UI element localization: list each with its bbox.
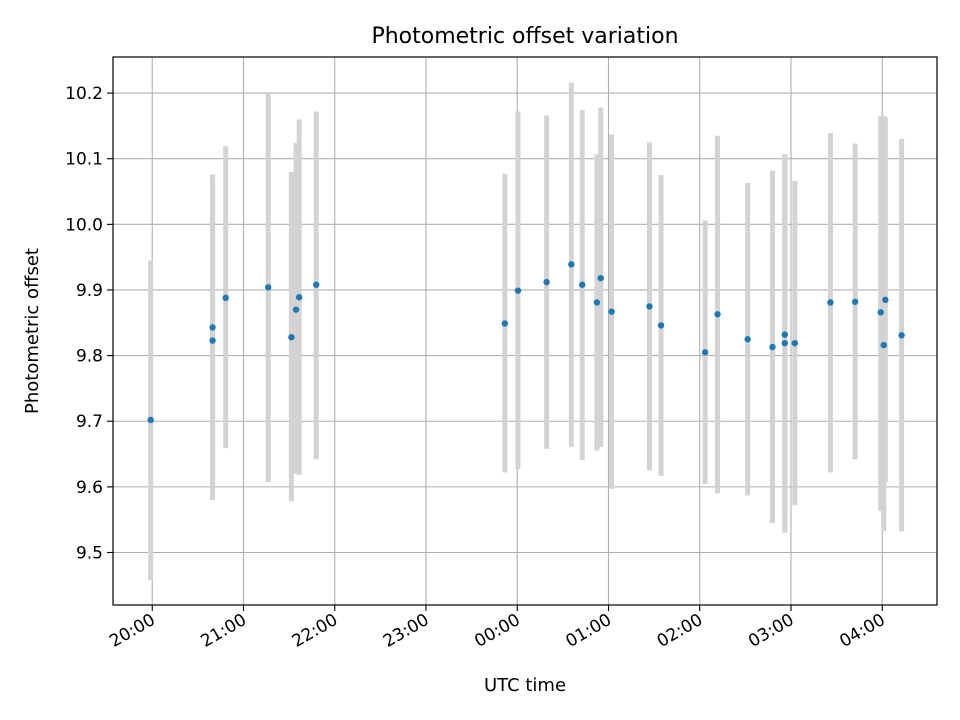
data-point [877, 309, 884, 316]
y-axis-ticks: 9.5 9.6 9.7 9.8 9.9 10.0 10.1 10.2 [65, 84, 113, 563]
data-point [209, 324, 216, 331]
data-point [744, 336, 751, 343]
data-point [209, 337, 216, 344]
data-point [608, 308, 615, 315]
data-point [851, 298, 859, 305]
data-point [295, 294, 303, 301]
data-point [880, 341, 888, 349]
data-point [781, 331, 788, 338]
data-point [646, 303, 653, 310]
data-point [292, 306, 300, 313]
data-point [265, 284, 272, 291]
data-point [593, 299, 601, 306]
data-point [597, 274, 604, 282]
y-tick-label: 9.7 [76, 412, 103, 432]
chart-title: Photometric offset variation [371, 24, 678, 49]
data-point [882, 296, 889, 304]
data-point [543, 278, 550, 286]
data-point [769, 343, 776, 351]
y-tick-label: 9.5 [76, 543, 103, 563]
data-point [657, 322, 665, 329]
y-tick-label: 10.2 [65, 84, 103, 104]
data-point [313, 281, 320, 288]
data-point [898, 332, 905, 339]
data-point [827, 299, 834, 306]
data-point [147, 416, 154, 424]
data-point [714, 311, 721, 318]
data-point [791, 339, 799, 347]
y-tick-label: 10.0 [65, 215, 103, 235]
y-tick-label: 9.8 [76, 347, 103, 367]
data-point [568, 261, 575, 268]
data-points [147, 261, 905, 424]
y-tick-label: 9.9 [76, 281, 103, 301]
y-tick-label: 10.1 [65, 150, 103, 170]
plot-frame [112, 56, 938, 606]
x-axis-label: UTC time [484, 675, 566, 696]
y-axis-label: Photometric offset [22, 248, 43, 414]
data-point [501, 320, 509, 327]
data-point [514, 287, 522, 294]
y-tick-label: 9.6 [76, 478, 103, 498]
data-point [701, 349, 709, 356]
data-point [579, 281, 586, 288]
data-point [781, 339, 788, 347]
data-point [288, 334, 295, 341]
data-point [222, 294, 229, 302]
